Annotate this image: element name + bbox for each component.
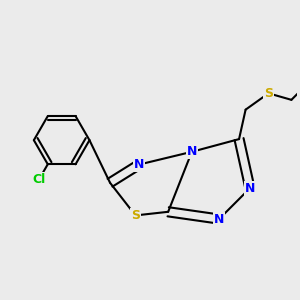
Text: Cl: Cl [32, 173, 45, 186]
Text: N: N [245, 182, 255, 195]
Text: N: N [187, 145, 197, 158]
Text: N: N [214, 213, 224, 226]
Text: S: S [264, 87, 273, 100]
Text: S: S [131, 209, 140, 222]
Text: N: N [134, 158, 144, 171]
